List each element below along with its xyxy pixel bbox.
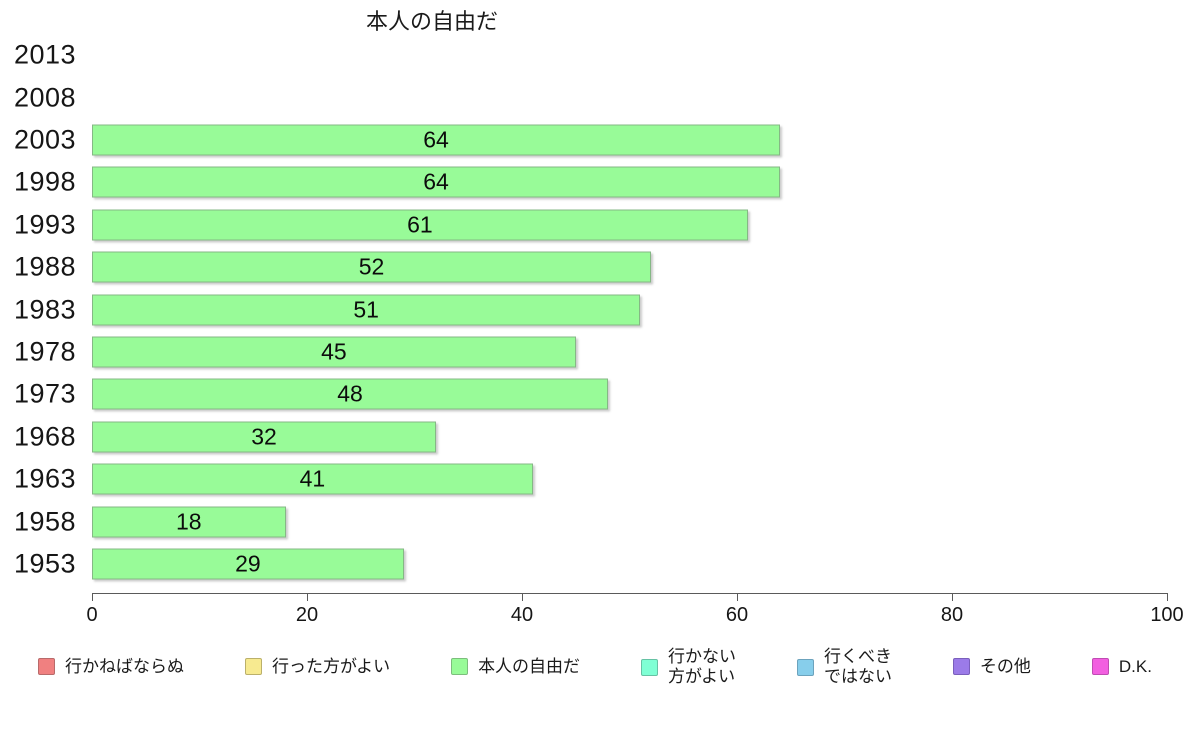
x-axis-tick-mark xyxy=(1167,593,1168,601)
legend-label: 行かない 方がよい xyxy=(668,646,737,686)
x-axis-tick-mark xyxy=(522,593,523,601)
legend-item: D.K. xyxy=(1091,656,1152,677)
y-axis-label: 1963 xyxy=(14,463,77,494)
x-axis-tick-mark xyxy=(737,593,738,601)
bar: 64 xyxy=(92,166,780,198)
chart-row: 1968 32 xyxy=(0,416,1188,458)
x-axis-tick-label: 20 xyxy=(295,604,319,626)
y-axis-label: 2003 xyxy=(14,124,77,155)
chart-row: 1963 41 xyxy=(0,458,1188,500)
y-axis-label: 1993 xyxy=(14,209,77,240)
y-axis-label: 1953 xyxy=(14,548,77,579)
y-axis-label: 1968 xyxy=(14,421,77,452)
bar-value-label: 41 xyxy=(299,465,326,492)
y-axis-label: 2008 xyxy=(14,82,77,113)
legend-label: 行くべき ではない xyxy=(823,646,892,686)
y-axis-label: 1998 xyxy=(14,166,77,197)
legend-label: 行かねばならぬ xyxy=(65,656,184,676)
bar: 51 xyxy=(92,294,641,326)
bar: 48 xyxy=(92,378,608,410)
legend-item: 行かない 方がよい xyxy=(641,647,736,687)
legend-item: 行った方がよい xyxy=(244,656,391,677)
legend-swatch-icon xyxy=(796,658,814,676)
chart-row: 2008 xyxy=(0,76,1188,118)
chart-row: 1983 51 xyxy=(0,288,1188,330)
bar: 61 xyxy=(92,209,748,241)
chart-row: 1958 18 xyxy=(0,500,1188,542)
legend-label: 行った方がよい xyxy=(271,656,391,676)
chart-row: 1998 64 xyxy=(0,161,1188,203)
x-axis-tick-mark xyxy=(92,593,93,601)
y-axis-label: 1973 xyxy=(14,378,77,409)
legend-label: その他 xyxy=(979,656,1031,676)
legend: 行かねばならぬ 行った方がよい 本人の自由だ 行かない 方がよい 行くべき ではない その… xyxy=(38,644,1152,690)
legend-swatch-icon xyxy=(952,658,970,676)
bar: 41 xyxy=(92,463,533,495)
legend-item: 行くべき ではない xyxy=(796,646,892,687)
chart-row: 1988 52 xyxy=(0,246,1188,288)
bar-value-label: 29 xyxy=(235,550,261,577)
legend-item: 行かねばならぬ xyxy=(38,657,184,677)
y-axis-label: 2013 xyxy=(14,39,77,70)
chart-row: 1953 29 xyxy=(0,543,1188,585)
x-axis-tick-label: 40 xyxy=(510,604,534,626)
x-axis-line xyxy=(92,593,1167,594)
bar-value-label: 52 xyxy=(358,253,385,280)
y-axis-label: 1978 xyxy=(14,336,77,367)
legend-swatch-icon xyxy=(244,658,262,676)
bar-value-label: 48 xyxy=(337,380,363,407)
chart-row: 1978 45 xyxy=(0,331,1188,373)
x-axis-tick-mark xyxy=(307,593,308,601)
bar: 18 xyxy=(92,506,286,538)
bar-value-label: 45 xyxy=(321,338,347,365)
bar: 64 xyxy=(92,124,780,156)
bar: 29 xyxy=(92,548,404,580)
chart-row: 2003 64 xyxy=(0,119,1188,161)
chart-row: 1993 61 xyxy=(0,204,1188,246)
x-axis-tick-label: 100 xyxy=(1150,604,1184,626)
legend-label: D.K. xyxy=(1118,656,1152,676)
x-axis-tick-mark xyxy=(952,593,953,601)
legend-item: 本人の自由だ xyxy=(451,657,580,677)
chart-row: 1973 48 xyxy=(0,373,1188,415)
x-axis-tick-label: 80 xyxy=(940,604,964,626)
bar-value-label: 18 xyxy=(175,508,202,535)
chart-title: 本人の自由だ xyxy=(365,9,498,34)
bar-value-label: 64 xyxy=(423,126,449,153)
legend-swatch-icon xyxy=(451,658,469,676)
y-axis-label: 1988 xyxy=(14,251,77,282)
x-axis-tick-label: 60 xyxy=(725,604,749,626)
bar-value-label: 64 xyxy=(423,168,449,195)
bar: 52 xyxy=(92,251,651,283)
bar: 45 xyxy=(92,336,576,368)
legend-swatch-icon xyxy=(1091,658,1109,676)
legend-label: 本人の自由だ xyxy=(478,656,581,676)
bar-value-label: 51 xyxy=(353,296,379,323)
bar: 32 xyxy=(92,421,436,453)
legend-item: その他 xyxy=(952,656,1031,677)
chart-row: 2013 xyxy=(0,34,1188,76)
y-axis-label: 1958 xyxy=(14,506,77,537)
y-axis-label: 1983 xyxy=(14,294,77,325)
legend-swatch-icon xyxy=(641,658,659,676)
x-axis-tick-label: 0 xyxy=(86,604,98,626)
legend-swatch-icon xyxy=(38,658,55,676)
bar-value-label: 32 xyxy=(251,423,277,450)
bar-value-label: 61 xyxy=(407,211,433,238)
